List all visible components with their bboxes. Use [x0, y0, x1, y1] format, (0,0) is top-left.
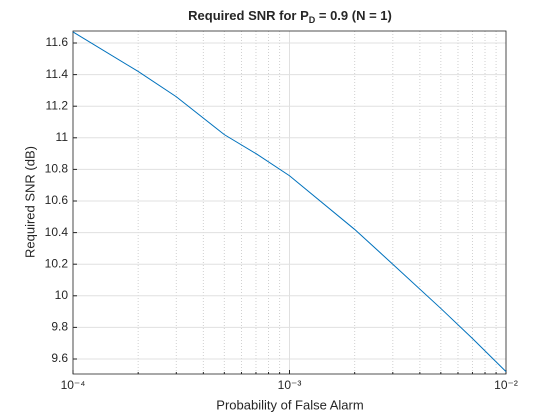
y-tick-label: 9.6 [51, 351, 68, 365]
plot-frame [72, 30, 507, 375]
y-axis-label: Required SNR (dB) [22, 146, 37, 258]
y-tick-label: 11.4 [46, 67, 69, 81]
chart-title: Required SNR for PD = 0.9 (N = 1) [188, 8, 392, 25]
y-tick-label: 11.2 [46, 98, 69, 112]
x-axis-label: Probability of False Alarm [216, 397, 363, 412]
y-tick-label: 10.4 [45, 225, 69, 239]
x-tick-label: 10⁻³ [278, 378, 302, 392]
y-tick-label: 11.6 [46, 35, 69, 49]
y-tick-label: 11 [56, 130, 69, 144]
title-text: = 0.9 (N = 1) [315, 8, 392, 23]
y-tick-label: 10.2 [45, 256, 69, 270]
y-tick-label: 9.8 [51, 320, 68, 334]
x-tick-label: 10⁻² [494, 378, 518, 392]
title-text: Required SNR for P [188, 8, 309, 23]
y-tick-label: 10 [55, 288, 69, 302]
x-tick-label: 10⁻⁴ [61, 378, 86, 392]
title-subscript: D [309, 15, 316, 25]
line-series [72, 31, 507, 372]
y-tick-label: 10.6 [45, 193, 69, 207]
y-tick-label: 10.8 [45, 162, 69, 176]
